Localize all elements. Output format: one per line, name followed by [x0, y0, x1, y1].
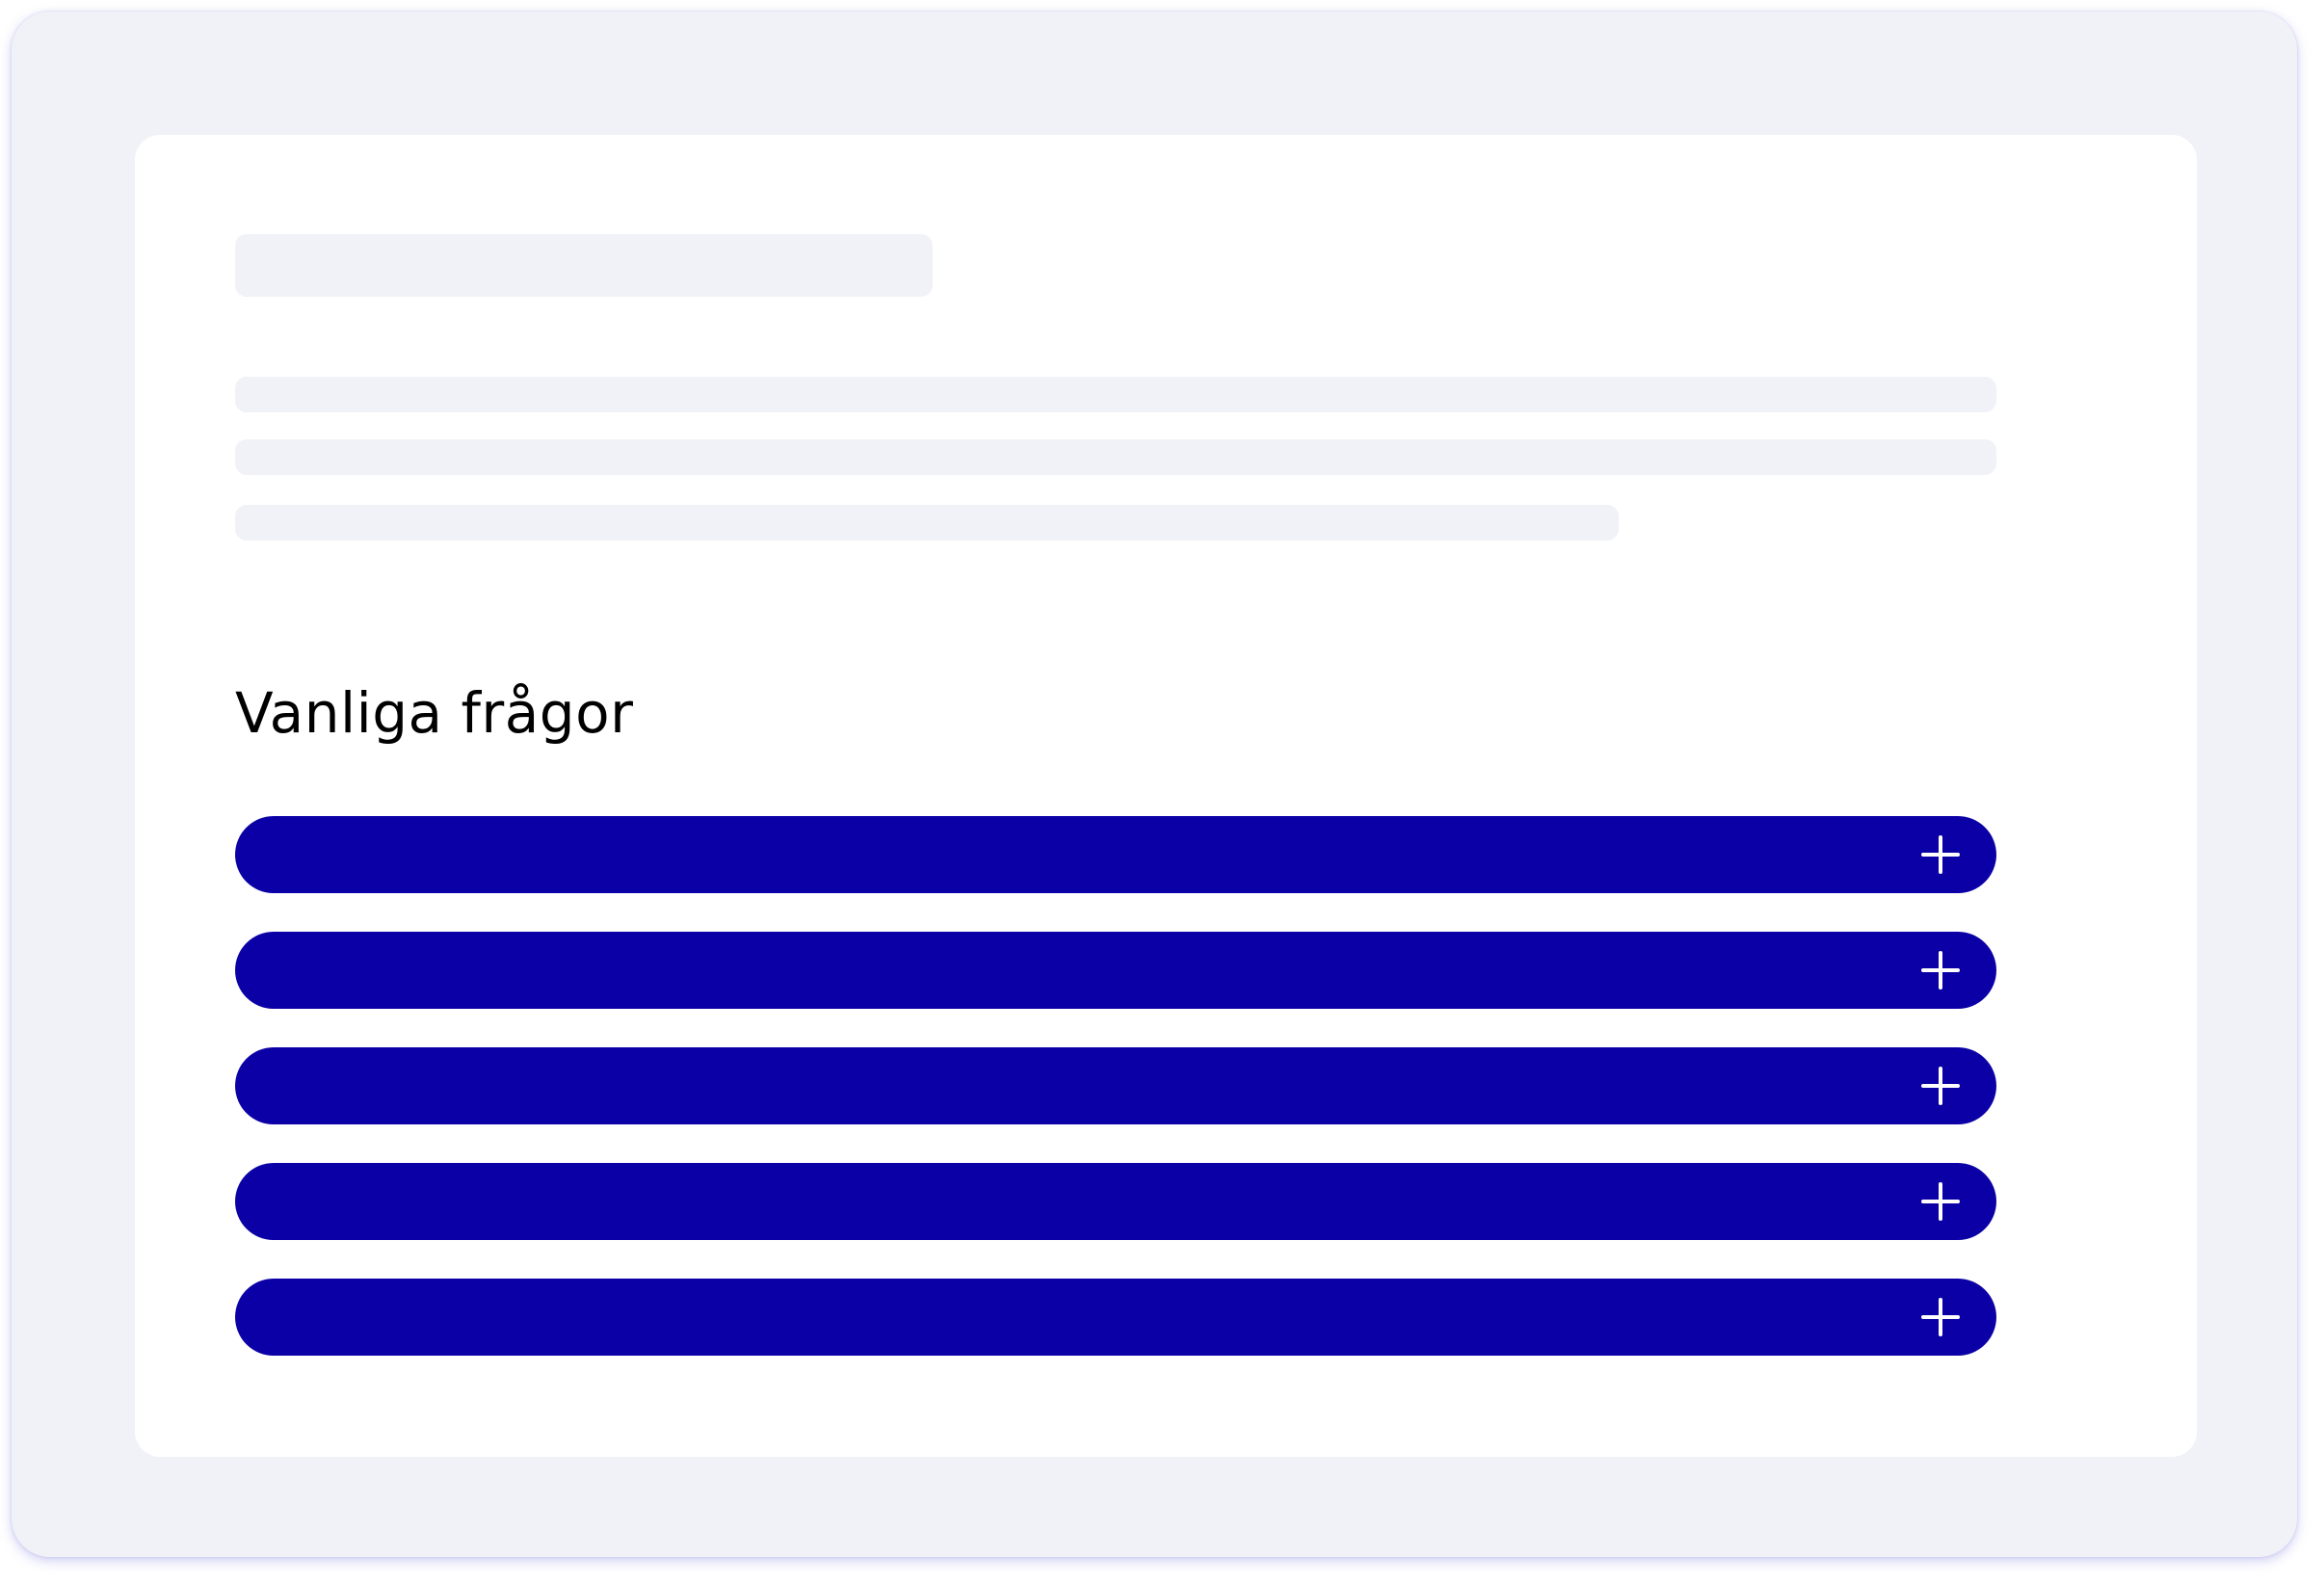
faq-accordion-item[interactable]	[235, 932, 1996, 1009]
plus-icon[interactable]	[1921, 1298, 1960, 1336]
plus-icon[interactable]	[1921, 1182, 1960, 1221]
plus-icon[interactable]	[1921, 1067, 1960, 1105]
faq-accordion-item[interactable]	[235, 1279, 1996, 1356]
faq-accordion-item[interactable]	[235, 816, 1996, 893]
faq-accordion-list	[235, 816, 1996, 1394]
faq-accordion-item[interactable]	[235, 1163, 1996, 1240]
faq-heading: Vanliga frågor	[235, 680, 634, 746]
plus-icon[interactable]	[1921, 835, 1960, 874]
text-placeholder-line	[235, 439, 1996, 475]
title-placeholder	[235, 234, 933, 297]
plus-icon[interactable]	[1921, 951, 1960, 990]
faq-accordion-item[interactable]	[235, 1047, 1996, 1124]
text-placeholder-line	[235, 505, 1619, 541]
text-placeholder-line	[235, 377, 1996, 412]
